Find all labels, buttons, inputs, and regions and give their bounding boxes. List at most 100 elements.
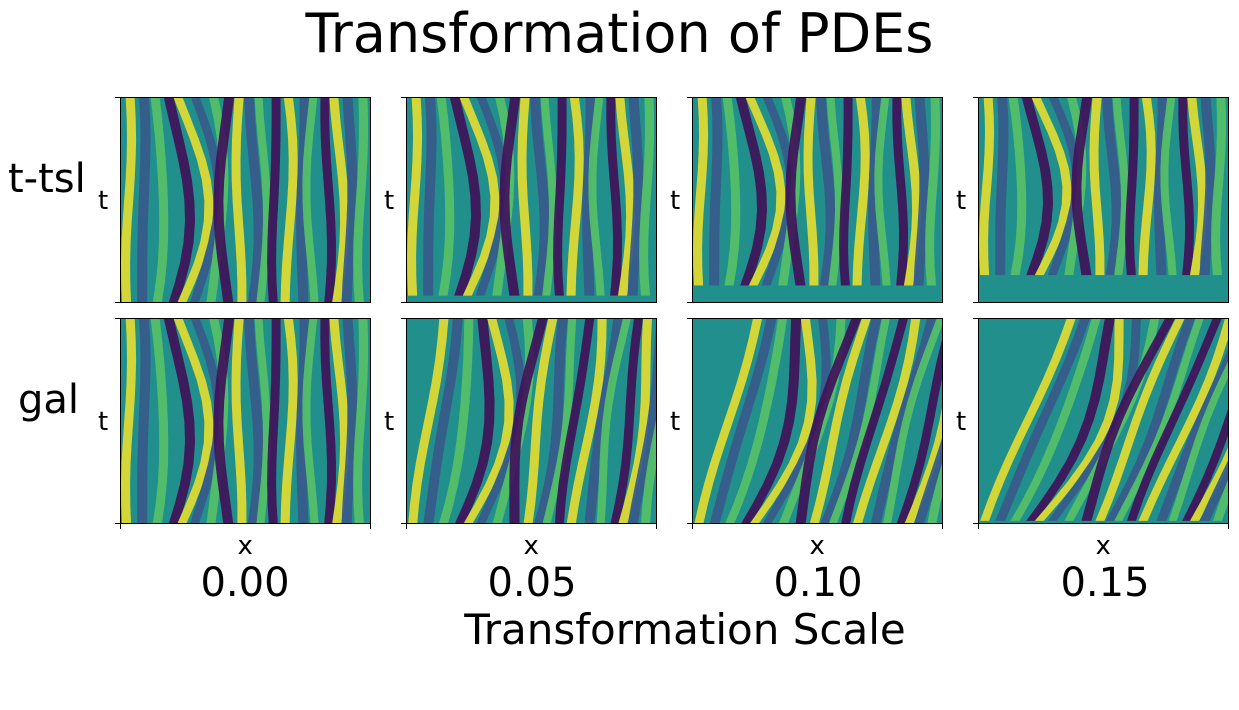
y-tick bbox=[973, 302, 978, 303]
padding-band bbox=[693, 285, 942, 302]
x-tick bbox=[370, 524, 371, 529]
x-tick bbox=[406, 524, 407, 529]
pattern-stripe bbox=[121, 319, 137, 523]
pattern-stripe bbox=[320, 319, 336, 523]
y-tick bbox=[687, 97, 692, 98]
pattern-stripe bbox=[1031, 98, 1072, 276]
pattern-stripe bbox=[980, 319, 1076, 521]
pattern-stripe bbox=[627, 321, 656, 523]
pattern-stripe bbox=[820, 319, 882, 523]
pattern-stripe bbox=[722, 98, 741, 286]
y-tick bbox=[401, 97, 406, 98]
heatmap-field bbox=[407, 319, 656, 523]
pattern-stripe bbox=[1168, 361, 1228, 521]
pattern-stripe bbox=[1160, 98, 1177, 276]
pattern-stripe bbox=[596, 319, 631, 523]
x-tick bbox=[120, 524, 121, 529]
pattern-stripe bbox=[610, 319, 643, 523]
pattern-stripe bbox=[553, 98, 567, 296]
pattern-stripe bbox=[231, 319, 247, 523]
pattern-stripe bbox=[1156, 348, 1228, 521]
pattern-stripe bbox=[280, 98, 298, 302]
pattern-stripe bbox=[407, 98, 423, 296]
pattern-stripe bbox=[1105, 319, 1195, 521]
pattern-stripe bbox=[1008, 98, 1027, 276]
pattern-stripe bbox=[244, 319, 264, 523]
pattern-stripe bbox=[1178, 98, 1194, 276]
pattern-stripe bbox=[606, 98, 622, 296]
pattern-stripe bbox=[1021, 98, 1053, 276]
pattern-stripe bbox=[353, 319, 368, 523]
pattern-stripe bbox=[709, 319, 777, 523]
x-axis-label-x: x bbox=[523, 531, 539, 561]
x-tick bbox=[942, 524, 943, 529]
pattern-stripe bbox=[449, 98, 481, 296]
pattern-stripe bbox=[1064, 319, 1160, 521]
heatmap-panel-t-tsl-0.15 bbox=[978, 97, 1229, 303]
pattern-stripe bbox=[267, 319, 281, 523]
pattern-stripe bbox=[725, 319, 787, 523]
pattern-stripe bbox=[761, 98, 796, 286]
x-axis-label-x: x bbox=[809, 531, 825, 561]
scale-label-3: 0.15 bbox=[1060, 560, 1150, 606]
scale-label-1: 0.05 bbox=[487, 560, 577, 606]
pattern-stripe bbox=[1071, 98, 1092, 276]
heatmap-panel-gal-0.15 bbox=[978, 318, 1229, 524]
y-axis-label-t: t bbox=[384, 407, 395, 437]
y-tick bbox=[973, 523, 978, 524]
y-tick bbox=[401, 302, 406, 303]
pattern-stripe bbox=[1211, 98, 1226, 276]
pattern-stripe bbox=[254, 98, 271, 302]
pattern-stripe bbox=[995, 98, 1009, 276]
pattern-stripe bbox=[745, 98, 786, 286]
heatmap-field bbox=[693, 319, 942, 523]
pattern-stripe bbox=[1026, 319, 1115, 521]
pattern-stripe bbox=[735, 98, 767, 286]
padding-band bbox=[407, 295, 656, 302]
figure-title: Transformation of PDEs bbox=[305, 2, 934, 65]
pattern-stripe bbox=[1138, 319, 1228, 521]
scale-label-2: 0.10 bbox=[773, 560, 863, 606]
y-tick bbox=[687, 523, 692, 524]
pattern-stripe bbox=[1126, 319, 1222, 521]
pattern-stripe bbox=[795, 319, 862, 523]
pattern-stripe bbox=[523, 319, 558, 523]
heatmap-panel-gal-0.10 bbox=[692, 318, 943, 524]
pattern-stripe bbox=[213, 319, 234, 523]
pattern-stripe bbox=[1081, 319, 1175, 521]
y-axis-label-t: t bbox=[956, 186, 967, 216]
pattern-stripe bbox=[979, 98, 995, 276]
pattern-stripe bbox=[499, 98, 520, 296]
pattern-stripe bbox=[914, 438, 942, 523]
pattern-stripe bbox=[190, 98, 224, 302]
pattern-stripe bbox=[320, 98, 336, 302]
pattern-stripe bbox=[839, 98, 853, 286]
pattern-stripe bbox=[455, 319, 495, 523]
pattern-stripe bbox=[1034, 319, 1124, 521]
x-axis-label-x: x bbox=[1095, 531, 1111, 561]
pattern-stripe bbox=[896, 339, 942, 523]
pattern-stripe bbox=[693, 98, 709, 286]
pattern-stripe bbox=[1138, 98, 1156, 276]
pattern-stripe bbox=[1114, 319, 1204, 521]
pattern-stripe bbox=[121, 98, 137, 302]
heatmap-field bbox=[121, 319, 370, 523]
pattern-stripe bbox=[803, 98, 819, 286]
pattern-stripe bbox=[779, 319, 846, 523]
pattern-stripe bbox=[163, 319, 195, 523]
pattern-stripe bbox=[244, 98, 264, 302]
y-tick bbox=[401, 318, 406, 319]
pattern-stripe bbox=[254, 319, 271, 523]
heatmap-field bbox=[979, 319, 1228, 523]
pattern-stripe bbox=[436, 98, 455, 296]
pattern-stripe bbox=[509, 319, 548, 523]
y-axis-label-t: t bbox=[384, 186, 395, 216]
pattern-stripe bbox=[439, 319, 474, 523]
row-label-t-tsl: t-tsl bbox=[8, 156, 86, 202]
pattern-stripe bbox=[785, 98, 806, 286]
pattern-stripe bbox=[163, 98, 195, 302]
y-tick bbox=[115, 318, 120, 319]
pattern-stripe bbox=[137, 319, 151, 523]
y-axis-label-t: t bbox=[670, 407, 681, 437]
pattern-stripe bbox=[329, 98, 350, 302]
